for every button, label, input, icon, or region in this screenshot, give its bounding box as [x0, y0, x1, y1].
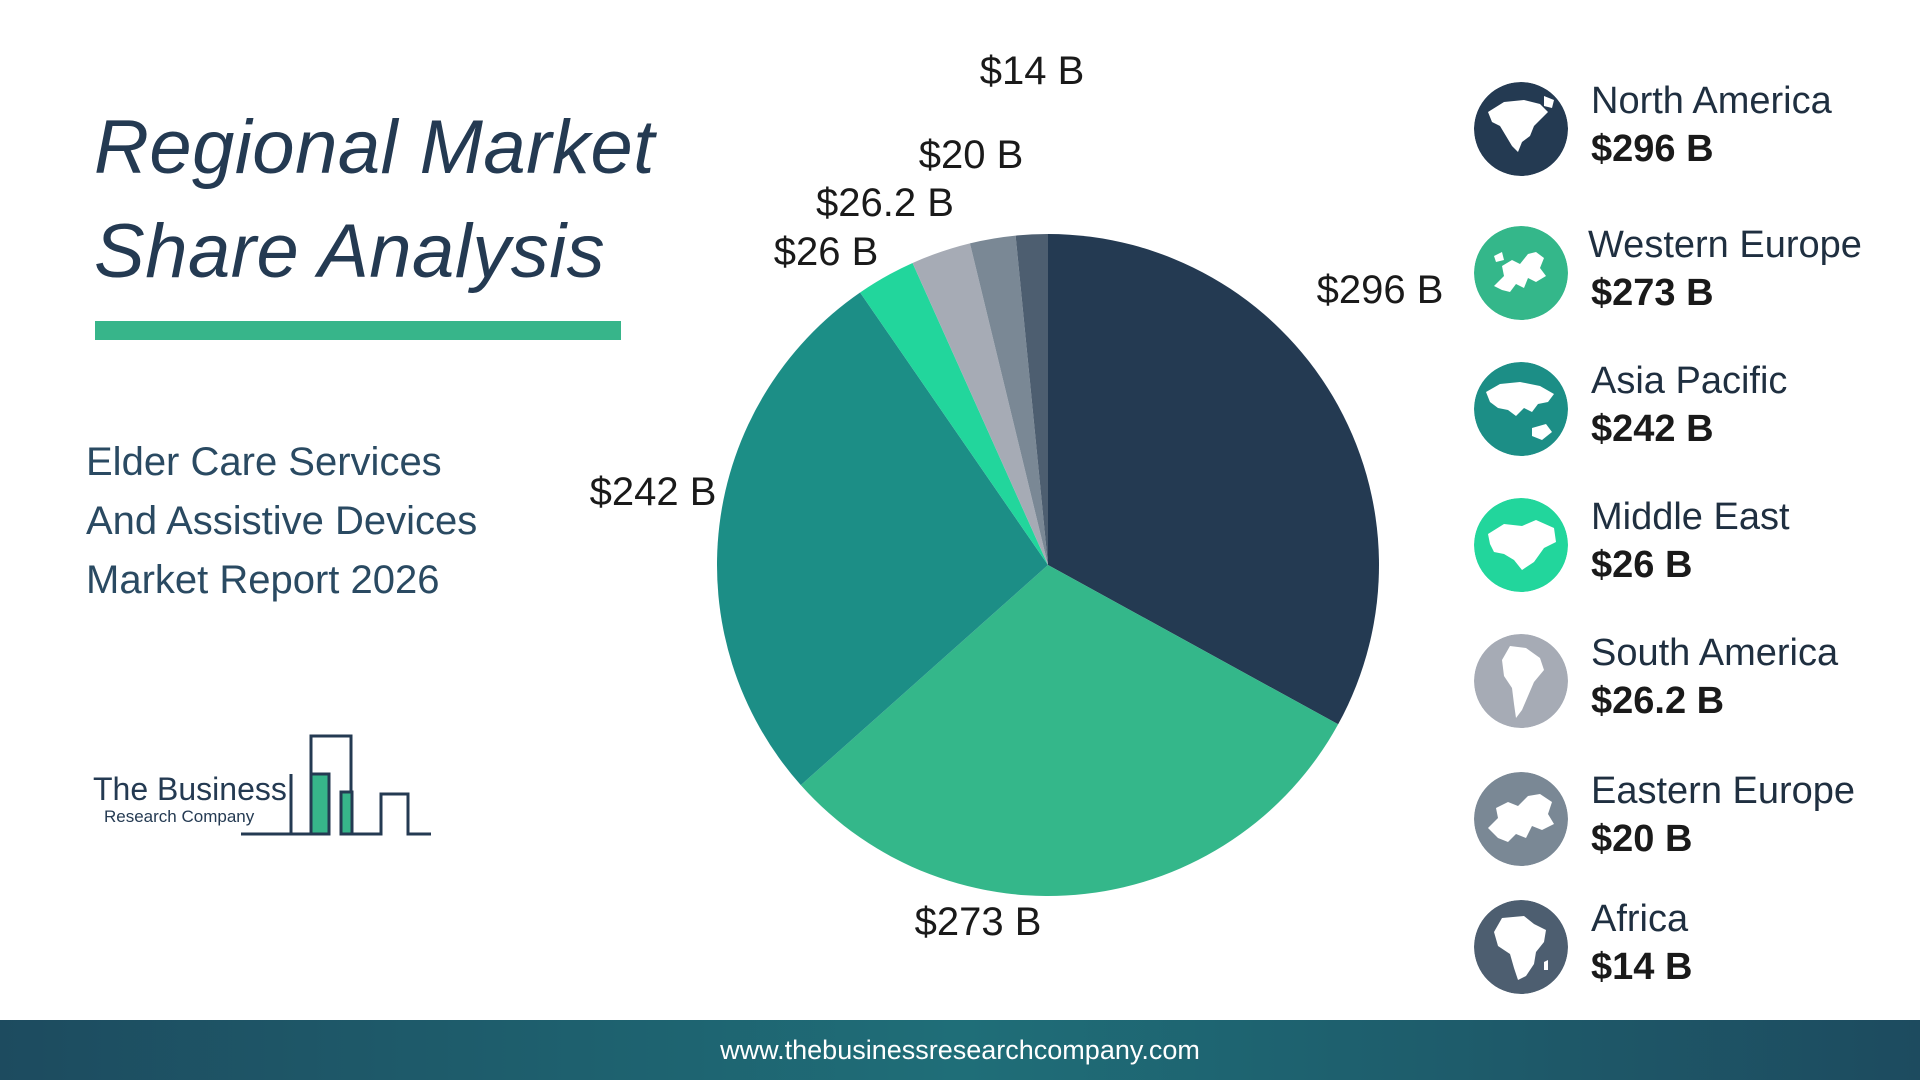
footer-bar: www.thebusinessresearchcompany.com [0, 1020, 1920, 1080]
subtitle-line-2: And Assistive Devices [86, 499, 478, 543]
legend-label: Africa [1591, 898, 1689, 940]
legend-label: Asia Pacific [1591, 360, 1788, 402]
logo-text-line-2: Research Company [104, 807, 255, 826]
legend-label: Western Europe [1588, 224, 1862, 266]
western-europe-map-icon [1474, 226, 1568, 320]
legend-value: $242 B [1591, 408, 1714, 450]
data-label-western-europe: $273 B [915, 900, 1042, 944]
asia-pacific-map-icon [1474, 362, 1568, 456]
legend-value: $296 B [1591, 128, 1714, 170]
pie-slice-africa [1015, 234, 1048, 565]
pie-slice-asia-pacific [716, 292, 1048, 786]
legend-value: $273 B [1591, 272, 1714, 314]
title-line-2: Share Analysis [94, 209, 606, 294]
pie-slice-middle-east [860, 262, 1048, 565]
legend-item-africa: Africa $14 B [1474, 898, 1920, 998]
legend-label: North America [1591, 80, 1832, 122]
pie-slice-western-europe [800, 565, 1339, 897]
legend-value: $14 B [1591, 946, 1693, 988]
legend-label: Eastern Europe [1591, 770, 1856, 812]
title-line-1: Regional Market [94, 105, 655, 190]
footer-website-link[interactable]: www.thebusinessresearchcompany.com [720, 1035, 1200, 1065]
company-logo: The Business Research Company [93, 732, 433, 840]
legend-value: $26.2 B [1591, 680, 1725, 722]
report-subtitle: Elder Care Services And Assistive Device… [86, 433, 606, 610]
data-label-eastern-europe: $20 B [919, 133, 1024, 177]
legend-item-south-america: South America $26.2 B [1474, 632, 1920, 732]
south-america-map-icon [1474, 634, 1568, 728]
market-share-pie-chart: $296 B $273 B $242 B $26 B $26.2 B$20 B $14 B [590, 49, 1444, 944]
legend-item-middle-east: Middle East $26 B [1474, 496, 1920, 596]
data-label-north-america: $296 B [1317, 268, 1444, 312]
data-label-south-america: $26.2 B [816, 181, 954, 225]
title-underline-bar [95, 321, 621, 340]
pie-slice-south-america [912, 243, 1048, 565]
subtitle-line-1: Elder Care Services [86, 440, 442, 484]
middle-east-map-icon [1474, 498, 1568, 592]
north-america-map-icon [1474, 82, 1568, 176]
africa-map-icon [1474, 900, 1568, 994]
legend-item-western-europe: Western Europe $273 B [1474, 224, 1920, 324]
logo-buildings-icon [241, 734, 431, 836]
data-label-middle-east: $26 B [774, 230, 879, 274]
page-title: Regional Market Share Analysis [94, 96, 655, 304]
data-label-africa: $14 B [980, 49, 1085, 93]
legend-label: Middle East [1591, 496, 1790, 538]
pie-slice-north-america [1048, 234, 1379, 725]
legend-item-asia-pacific: Asia Pacific $242 B [1474, 360, 1920, 460]
pie-slice-eastern-europe [969, 235, 1048, 565]
data-label-asia-pacific: $242 B [590, 470, 717, 514]
legend-value: $26 B [1591, 544, 1693, 586]
legend-item-eastern-europe: Eastern Europe $20 B [1474, 770, 1920, 870]
legend-item-north-america: North America $296 B [1474, 80, 1920, 180]
subtitle-line-3: Market Report 2026 [86, 558, 440, 602]
legend-value: $20 B [1591, 818, 1693, 860]
eastern-europe-map-icon [1474, 772, 1568, 866]
legend-label: South America [1591, 632, 1839, 674]
logo-text-line-1: The Business [93, 771, 287, 807]
